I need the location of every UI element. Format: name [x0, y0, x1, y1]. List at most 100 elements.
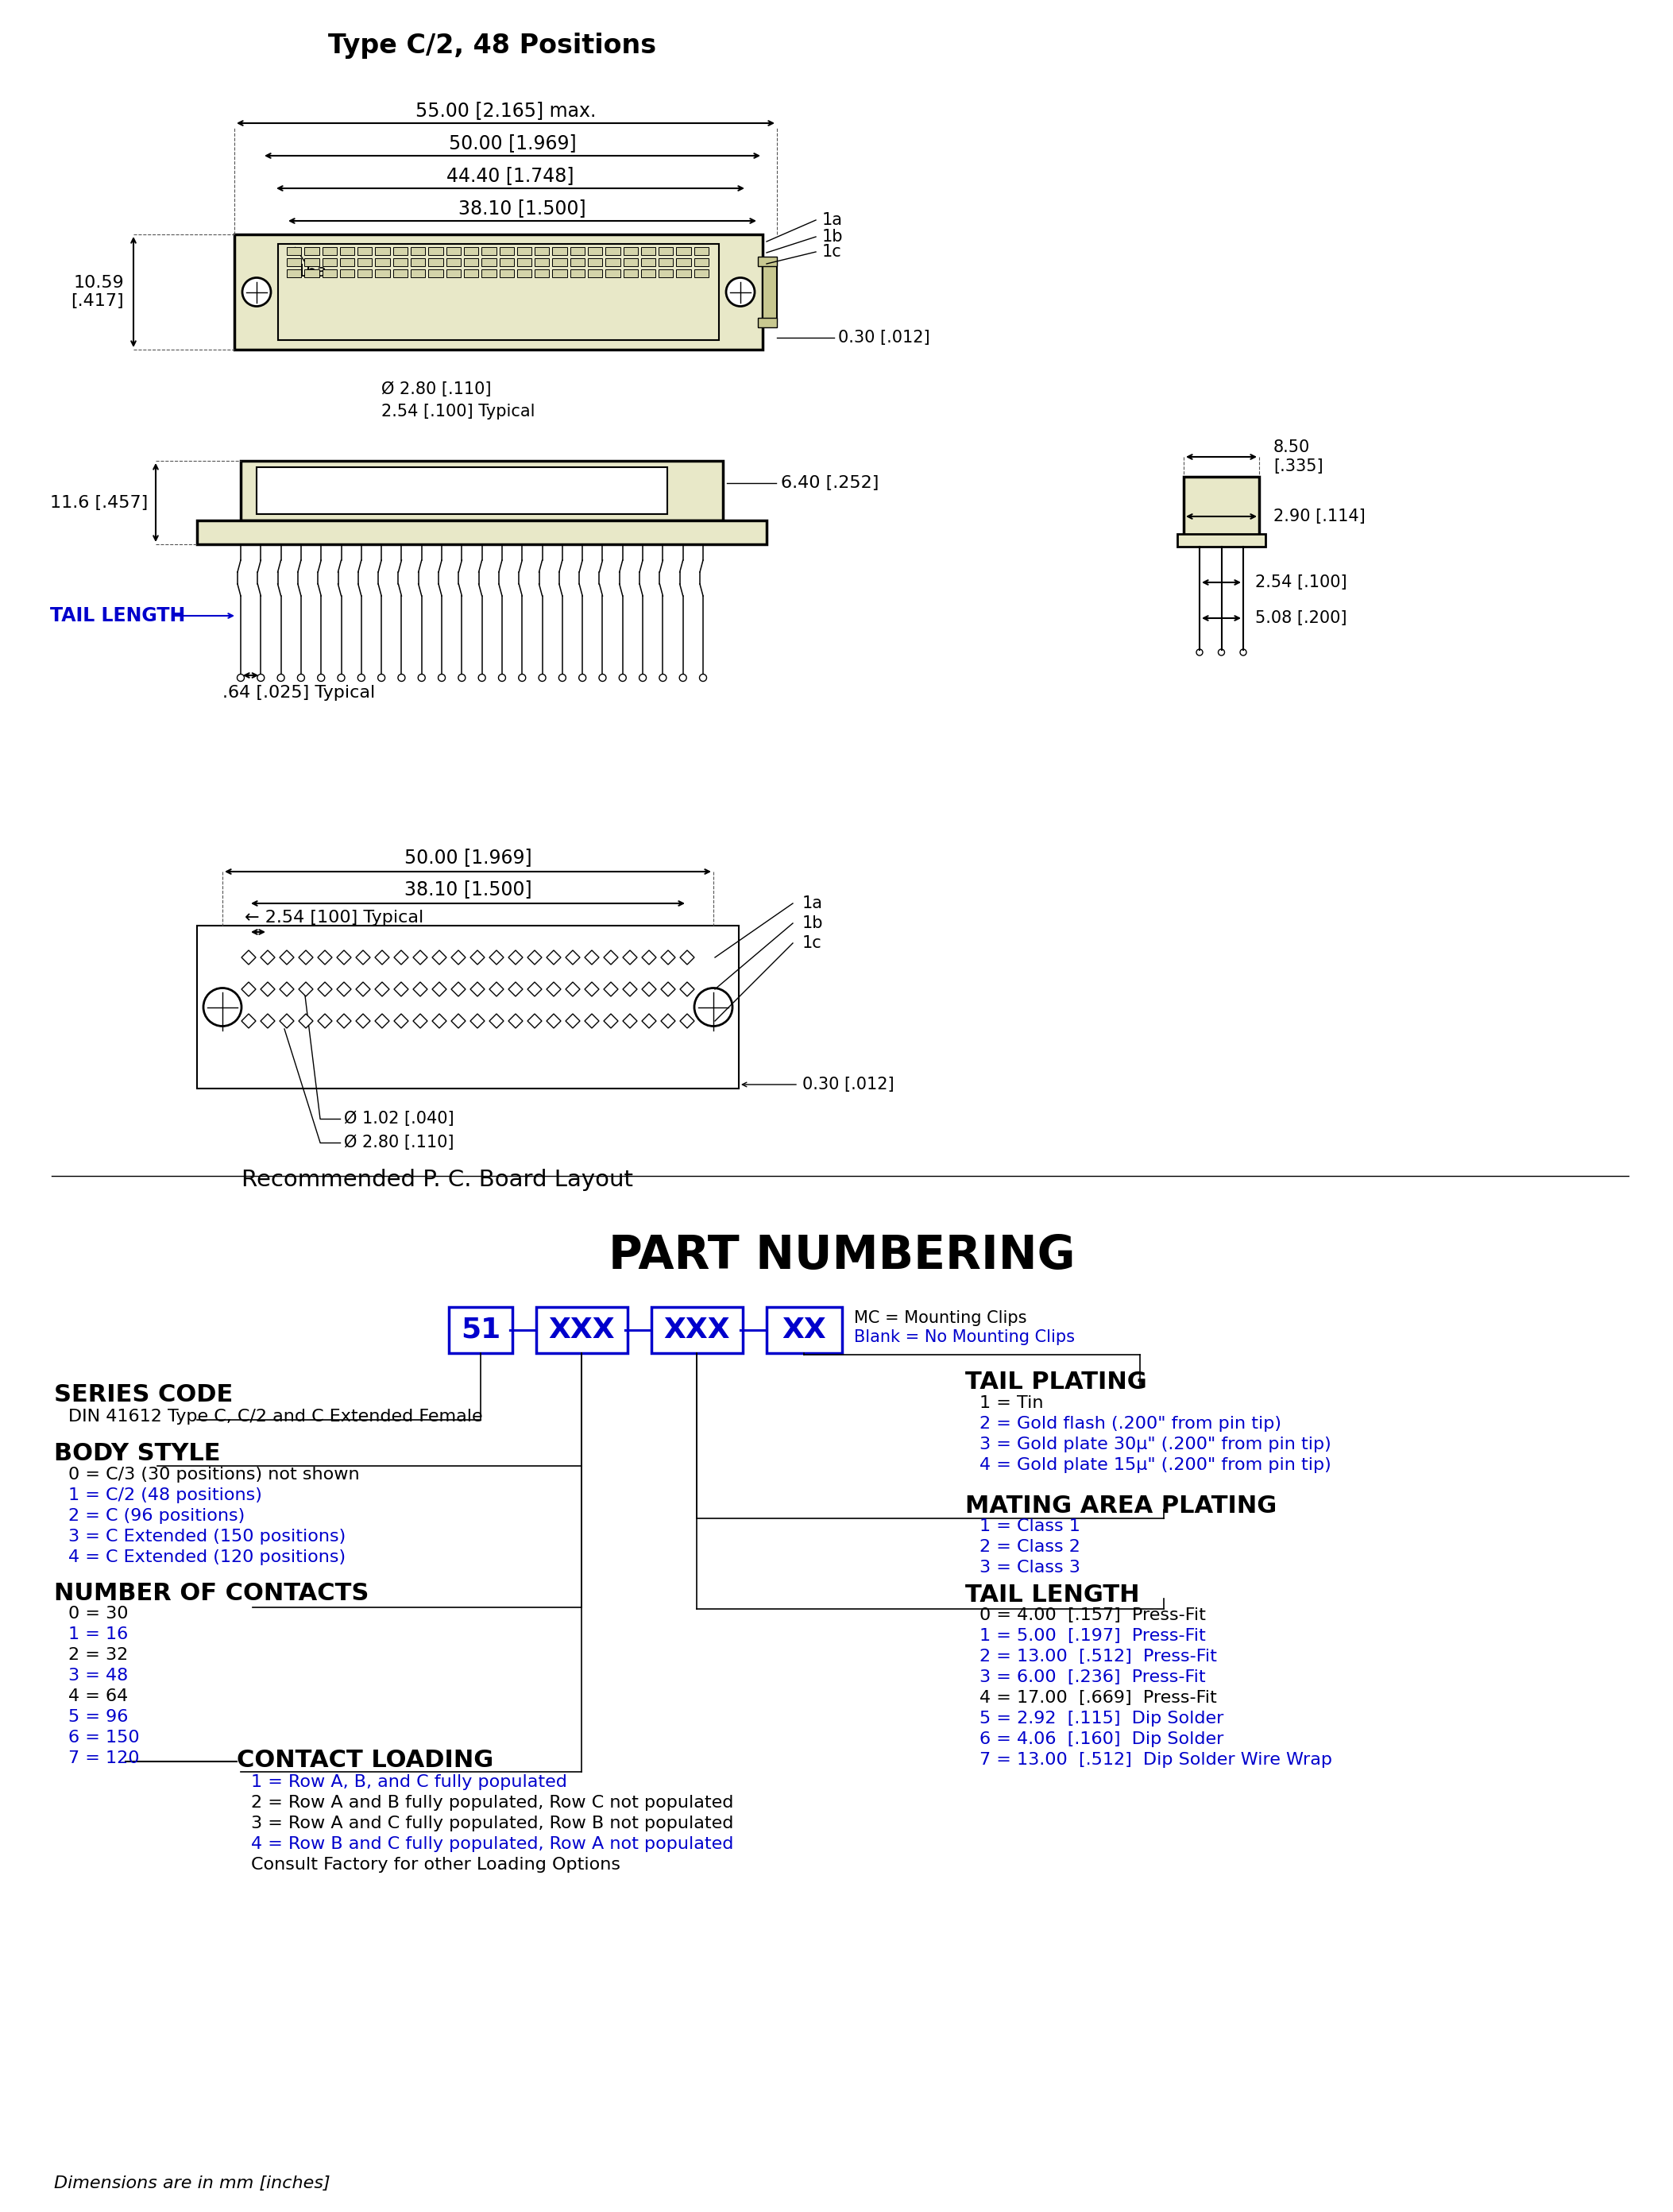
Bar — [1184, 478, 1260, 540]
Text: 38.10 [1.500]: 38.10 [1.500] — [458, 199, 586, 217]
Text: TAIL LENGTH: TAIL LENGTH — [50, 606, 186, 626]
Polygon shape — [547, 1013, 560, 1029]
Bar — [358, 270, 371, 276]
Polygon shape — [356, 1013, 370, 1029]
Bar — [659, 270, 673, 276]
Polygon shape — [642, 1013, 656, 1029]
Text: 3 = C Extended (150 positions): 3 = C Extended (150 positions) — [69, 1528, 346, 1544]
Bar — [606, 248, 621, 254]
Text: —: — — [738, 1314, 768, 1345]
Text: 3 = Row A and C fully populated, Row B not populated: 3 = Row A and C fully populated, Row B n… — [251, 1816, 733, 1832]
Bar — [499, 270, 514, 276]
Polygon shape — [261, 1013, 274, 1029]
Polygon shape — [375, 1013, 390, 1029]
Bar — [393, 259, 408, 265]
Circle shape — [418, 675, 425, 681]
Polygon shape — [470, 1013, 485, 1029]
Text: ← 2.54 [100] Typical: ← 2.54 [100] Typical — [244, 909, 423, 925]
Polygon shape — [299, 982, 313, 995]
Polygon shape — [299, 951, 313, 964]
Circle shape — [539, 675, 545, 681]
Text: SERIES CODE: SERIES CODE — [54, 1382, 233, 1407]
Polygon shape — [584, 951, 599, 964]
Bar — [286, 270, 301, 276]
Text: Ø 1.02 [.040]: Ø 1.02 [.040] — [345, 1110, 453, 1126]
Circle shape — [579, 675, 586, 681]
Circle shape — [478, 675, 485, 681]
Polygon shape — [395, 951, 408, 964]
Bar — [676, 259, 691, 265]
Circle shape — [243, 279, 271, 305]
Bar — [323, 270, 336, 276]
Text: 2 = C (96 positions): 2 = C (96 positions) — [69, 1509, 244, 1524]
Polygon shape — [375, 982, 390, 995]
Polygon shape — [509, 982, 522, 995]
Text: —: — — [622, 1314, 654, 1345]
Circle shape — [699, 675, 706, 681]
Bar — [641, 248, 656, 254]
Bar — [323, 248, 336, 254]
Polygon shape — [489, 1013, 504, 1029]
Bar — [606, 270, 621, 276]
Circle shape — [1218, 648, 1225, 655]
Text: Dimensions are in mm [inches]: Dimensions are in mm [inches] — [54, 2174, 330, 2192]
Text: 2 = Class 2: 2 = Class 2 — [979, 1540, 1081, 1555]
Bar — [286, 248, 301, 254]
Bar — [447, 248, 460, 254]
Polygon shape — [527, 951, 542, 964]
Bar — [587, 248, 602, 254]
Circle shape — [1240, 648, 1246, 655]
Polygon shape — [432, 951, 447, 964]
Bar — [552, 248, 567, 254]
Polygon shape — [622, 951, 637, 964]
Circle shape — [619, 675, 626, 681]
Text: 0 = C/3 (30 positions) not shown: 0 = C/3 (30 positions) not shown — [69, 1467, 360, 1482]
Text: 2 = 32: 2 = 32 — [69, 1648, 129, 1663]
Bar — [447, 259, 460, 265]
Text: 1c: 1c — [803, 936, 821, 951]
Text: 3 = 48: 3 = 48 — [69, 1668, 129, 1683]
Circle shape — [278, 675, 284, 681]
Bar — [234, 234, 763, 349]
Text: 7 = 120: 7 = 120 — [69, 1750, 139, 1765]
Circle shape — [559, 675, 565, 681]
Text: 1 = 5.00  [.197]  Press-Fit: 1 = 5.00 [.197] Press-Fit — [979, 1628, 1206, 1644]
Text: 1 = C/2 (48 positions): 1 = C/2 (48 positions) — [69, 1486, 263, 1504]
Bar — [517, 259, 532, 265]
Bar — [375, 259, 390, 265]
Polygon shape — [527, 1013, 542, 1029]
Text: 3 = Class 3: 3 = Class 3 — [979, 1559, 1081, 1575]
Bar — [393, 248, 408, 254]
Text: XX: XX — [781, 1316, 826, 1343]
Polygon shape — [261, 982, 274, 995]
Text: MATING AREA PLATING: MATING AREA PLATING — [965, 1493, 1276, 1517]
Bar — [499, 248, 514, 254]
Text: 0.30 [.012]: 0.30 [.012] — [803, 1077, 893, 1093]
Text: CONTACT LOADING: CONTACT LOADING — [238, 1747, 494, 1772]
Text: 51: 51 — [460, 1316, 500, 1343]
Polygon shape — [604, 951, 617, 964]
Bar — [624, 248, 637, 254]
Text: 6 = 4.06  [.160]  Dip Solder: 6 = 4.06 [.160] Dip Solder — [979, 1732, 1223, 1747]
Polygon shape — [642, 951, 656, 964]
Polygon shape — [584, 1013, 599, 1029]
Bar — [676, 248, 691, 254]
Bar — [517, 248, 532, 254]
Bar — [758, 257, 776, 265]
Bar — [1178, 533, 1265, 546]
Polygon shape — [261, 951, 274, 964]
Circle shape — [204, 989, 241, 1026]
Text: 1a: 1a — [821, 212, 843, 228]
Polygon shape — [395, 982, 408, 995]
Bar — [659, 259, 673, 265]
Text: 44.40 [1.748]: 44.40 [1.748] — [447, 166, 574, 186]
Bar — [676, 270, 691, 276]
Polygon shape — [299, 1013, 313, 1029]
Bar — [570, 270, 584, 276]
Bar — [304, 248, 320, 254]
Bar — [587, 270, 602, 276]
Bar — [535, 259, 549, 265]
Text: 50.00 [1.969]: 50.00 [1.969] — [405, 847, 532, 867]
Text: 4 = 64: 4 = 64 — [69, 1688, 129, 1703]
Text: 2.54 [.100]: 2.54 [.100] — [1255, 575, 1347, 591]
